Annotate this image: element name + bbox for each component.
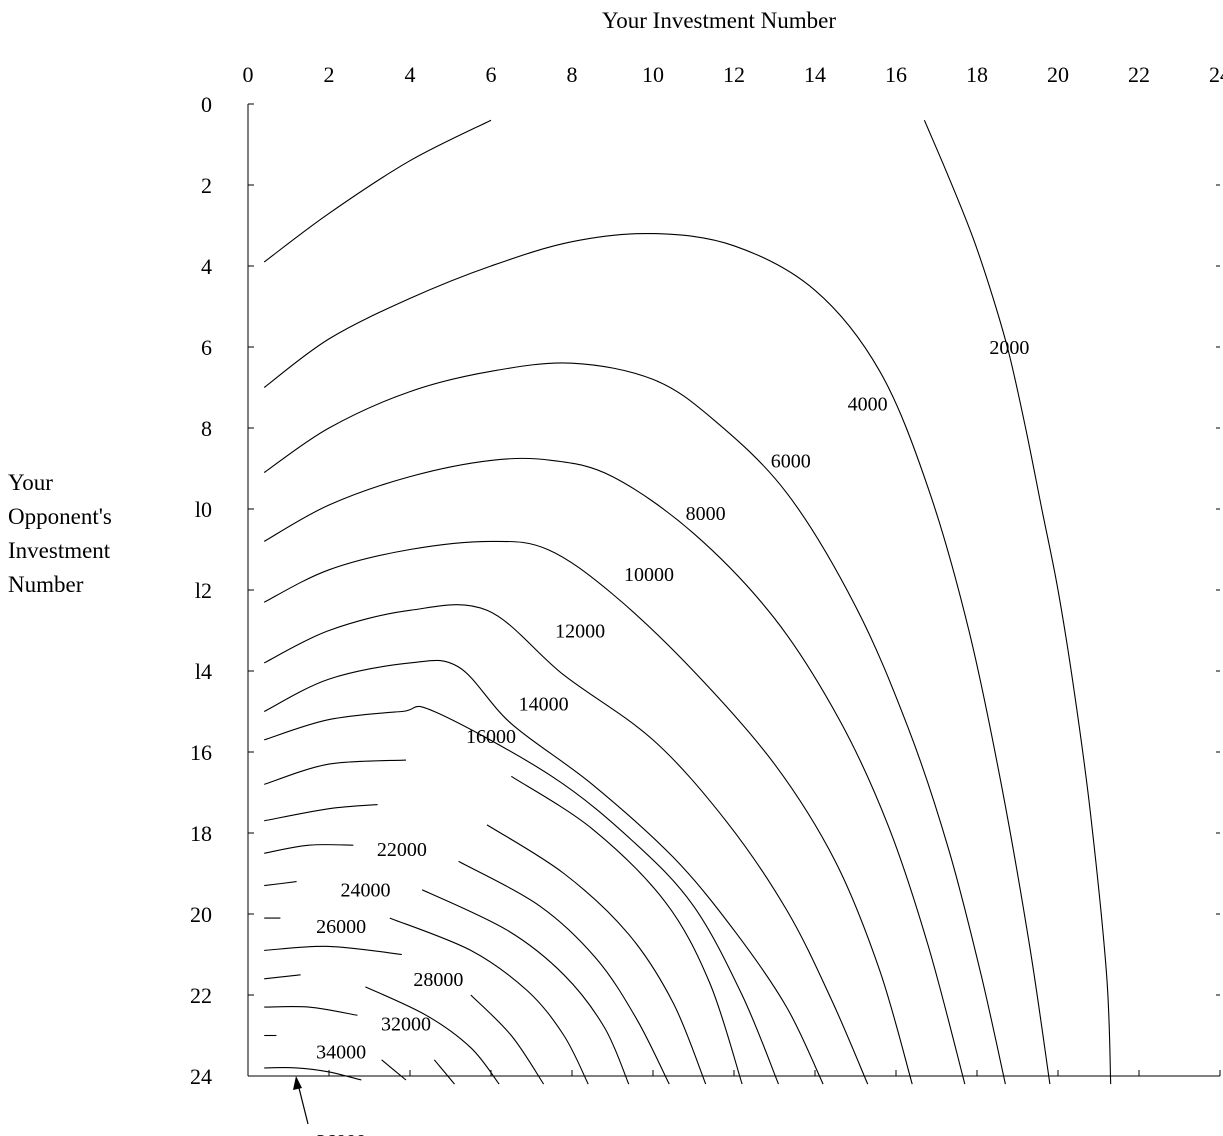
contour-line-22000 [458,860,670,1085]
contour-line-30000 [264,974,301,980]
contour-line-24000 [264,881,297,887]
y-tick-label: l2 [195,578,212,603]
contour-line-22000 [264,844,354,854]
contour-line-16000 [264,705,780,1085]
contour-line-18000 [510,775,743,1085]
y-axis-title-line: Number [8,572,84,597]
tick-group: 02468101214161820222402468l0l2l416182022… [190,62,1223,1089]
contour-label-6000: 6000 [771,450,811,472]
y-tick-label: 6 [201,335,212,360]
contour-label-22000: 22000 [377,839,427,861]
x-tick-label: 16 [885,62,907,87]
annotation-arrowhead [293,1076,302,1090]
contour-line-36000 [264,1067,362,1081]
contour-label-4000: 4000 [848,394,888,416]
contour-line-28000 [264,945,402,956]
contour-label-28000: 28000 [413,969,463,991]
x-tick-label: 22 [1128,62,1150,87]
contour-label-14000: 14000 [519,693,569,715]
contour-line-20000 [486,824,707,1085]
contour-line-6000 [263,362,1006,1085]
y-tick-label: 18 [190,821,212,846]
x-tick-label: 0 [243,62,254,87]
contour-label-16000: 16000 [466,726,516,748]
x-axis-title: Your Investment Number [602,8,836,33]
x-tick-label: 10 [642,62,664,87]
contour-label-10000: 10000 [624,564,674,586]
contour-label-12000: 12000 [555,621,605,643]
contour-line-4000 [263,232,1051,1085]
contour-line-28000 [470,994,545,1085]
y-tick-label: 8 [201,416,212,441]
contour-line-0 [263,119,492,263]
x-tick-label: 18 [966,62,988,87]
x-tick-label: 2 [324,62,335,87]
x-tick-label: 6 [486,62,497,87]
contour-line-32000 [433,1059,455,1085]
x-tick-label: 24 [1209,62,1223,87]
contour-label-2000: 2000 [989,337,1029,359]
contour-line-34000 [381,1059,407,1081]
contour-label-34000: 34000 [316,1042,366,1064]
y-tick-label: 22 [190,983,212,1008]
y-axis-title-line: Investment [8,538,111,563]
y-axis-title-line: Opponent's [8,504,112,529]
y-tick-label: 20 [190,902,212,927]
x-tick-label: 12 [723,62,745,87]
contour-label-8000: 8000 [686,503,726,525]
y-tick-label: 0 [201,92,212,117]
y-axis-title: Your Opponent's Investment Number [8,466,112,602]
y-tick-label: 16 [190,740,212,765]
x-tick-label: 8 [567,62,578,87]
contour-line-14000 [263,659,824,1085]
annotation-group [293,1076,309,1125]
contour-line-24000 [421,889,630,1085]
contour-label-32000: 32000 [381,1013,431,1035]
contour-line-8000 [263,457,966,1085]
y-tick-label: 24 [190,1064,212,1089]
contour-label-24000: 24000 [340,880,390,902]
y-tick-label: l4 [195,659,212,684]
y-tick-label: l0 [195,497,212,522]
x-tick-label: 20 [1047,62,1069,87]
chart-axes: Your Investment Number [247,8,1220,1077]
contour-line-12000 [263,604,869,1085]
contour-line-20000 [264,804,378,822]
contour-line-26000 [389,917,589,1085]
annotation-arrow-line [297,1083,309,1125]
contour-line-18000 [264,759,407,785]
y-tick-label: 4 [201,254,212,279]
contour-line-30000 [365,986,500,1085]
contour-lines [263,119,1112,1085]
x-tick-label: 14 [804,62,826,87]
y-axis-title-line: Your [8,470,53,495]
x-tick-label: 4 [405,62,416,87]
contour-line-32000 [264,1005,358,1016]
contour-label-36000: 36000 [316,1131,366,1136]
contour-line-10000 [263,540,913,1085]
contour-line-2000 [923,119,1112,1085]
contour-label-26000: 26000 [316,916,366,938]
y-tick-label: 2 [201,173,212,198]
